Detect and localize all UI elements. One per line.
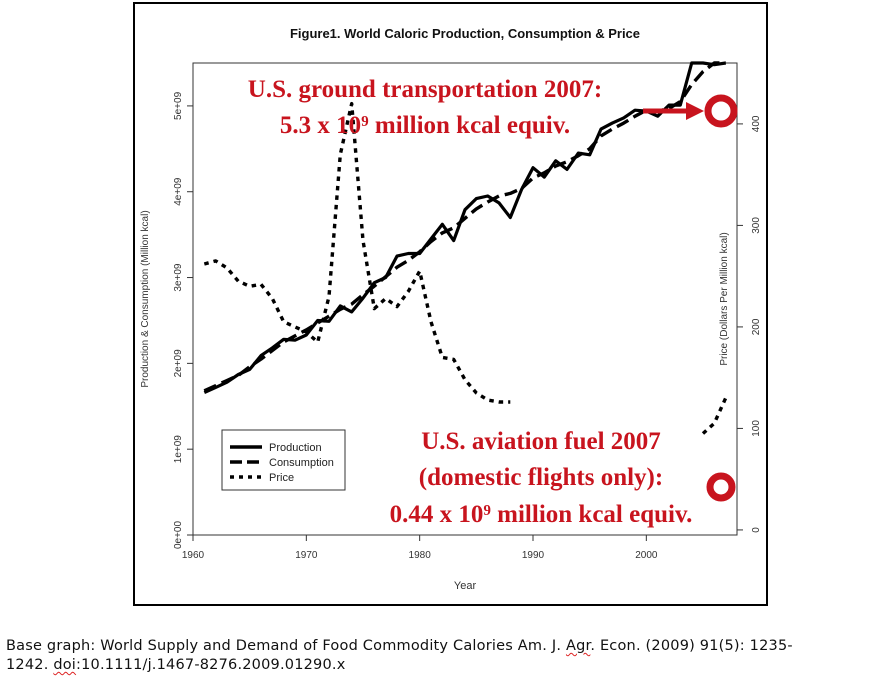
legend-label-production: Production [269,442,322,454]
y-left-tick-label: 3e+09 [173,263,184,292]
plot-box [192,62,738,536]
annotation-ground-line1: U.S. ground transportation 2007: [248,76,602,103]
annotation-aviation-line1: U.S. aviation fuel 2007 [421,428,661,455]
y-axis-right-label: Price (Dollars Per Million kcal) [719,232,730,365]
x-tick-label: 1980 [409,550,432,561]
caption-doi: doi [53,657,77,673]
caption-part1: Base graph: World Supply and Demand of F… [6,638,566,654]
y-left-tick-label: 0e+00 [173,521,184,550]
legend: Production Consumption Price [221,429,346,491]
legend-label-consumption: Consumption [269,457,334,469]
caption-part3: 1242. [6,657,54,673]
y-right-tick-label: 400 [751,115,762,132]
x-tick-label: 1990 [522,550,545,561]
caption-part2: . Econ. (2009) 91(5): 1235- [590,638,793,654]
legend-label-price: Price [269,472,294,484]
y-right-tick-label: 0 [751,527,762,533]
annotation-arrow-head [686,102,704,120]
y-left-tick-label: 1e+09 [173,435,184,464]
annotation-aviation-fuel: U.S. aviation fuel 2007 (domestic flight… [390,428,736,528]
annotation-aviation-marker [706,472,736,502]
y-right-tick-label: 200 [751,318,762,335]
annotation-aviation-line3: 0.44 x 10⁹ million kcal equiv. [390,501,693,528]
x-axis-label: Year [454,580,477,592]
y-axis-left-label: Production & Consumption (Million kcal) [140,210,151,387]
annotation-ground-marker [704,94,738,128]
x-tick-label: 1970 [295,550,318,561]
y-right-tick-label: 100 [751,420,762,437]
y-left-tick-label: 4e+09 [173,177,184,206]
caption-part4: :10.1111/j.1467-8276.2009.01290.x [76,657,346,673]
annotation-ground-line2: 5.3 x 10⁹ million kcal equiv. [280,112,570,139]
caption-agr: Agr [565,638,591,654]
series-line-price [203,101,511,404]
figure-frame [133,2,768,606]
y-right-tick-label: 300 [751,217,762,234]
x-tick-label: 2000 [635,550,658,561]
series-line-price [701,397,728,435]
y-left-tick-label: 5e+09 [173,91,184,120]
x-tick-label: 1960 [182,550,205,561]
source-caption: Base graph: World Supply and Demand of F… [6,637,866,675]
series-line-consumption [203,61,726,393]
series-line-production [203,61,726,394]
annotation-ground-transport: U.S. ground transportation 2007: 5.3 x 1… [248,76,738,139]
annotation-aviation-line2: (domestic flights only): [419,464,663,491]
chart-title: Figure1. World Caloric Production, Consu… [290,26,640,41]
legend-box [221,429,346,491]
y-left-tick-label: 2e+09 [173,349,184,378]
